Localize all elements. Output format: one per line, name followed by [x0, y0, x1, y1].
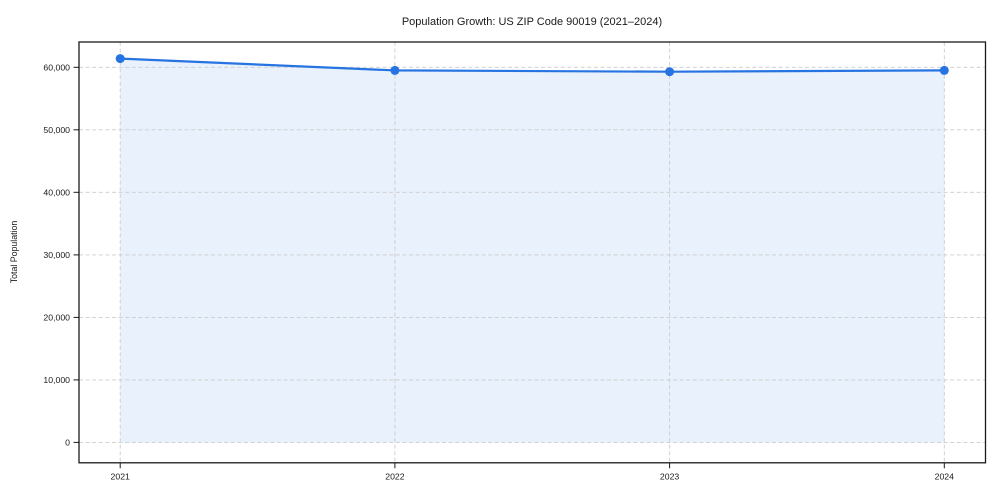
data-point-layer — [115, 54, 949, 77]
data-point-2023 — [665, 67, 675, 77]
area-fill — [120, 58, 945, 443]
chart-title: Population Growth: US ZIP Code 90019 (20… — [402, 16, 662, 28]
y-tick-label: 10,000 — [43, 375, 70, 385]
data-point-2024 — [939, 65, 949, 75]
y-tick-label: 30,000 — [43, 250, 70, 260]
population-line-series — [119, 57, 946, 73]
x-tick-label: 2021 — [111, 471, 130, 481]
y-tick-label: 60,000 — [43, 62, 70, 72]
plot-border — [78, 41, 987, 464]
tick-mark-layer — [73, 66, 945, 469]
y-tick-label: 50,000 — [43, 125, 70, 135]
area-fill-layer — [120, 58, 945, 443]
line-series-layer — [119, 57, 946, 73]
data-point-2021 — [115, 54, 125, 64]
y-axis-label: Total Population — [9, 221, 19, 284]
y-tick-label: 40,000 — [43, 187, 70, 197]
tick-label-layer: 0 10,000 20,000 30,000 40,000 50,000 60,000 202… — [43, 62, 954, 481]
x-tick-label: 2023 — [660, 471, 679, 481]
y-tick-label: 20,000 — [43, 312, 70, 322]
gridline-layer — [79, 42, 986, 463]
data-point-2022 — [390, 65, 400, 75]
plot-border-layer — [78, 41, 987, 464]
x-tick-label: 2022 — [385, 471, 404, 481]
x-tick-label: 2024 — [935, 471, 954, 481]
y-tick-label: 0 — [65, 437, 70, 447]
